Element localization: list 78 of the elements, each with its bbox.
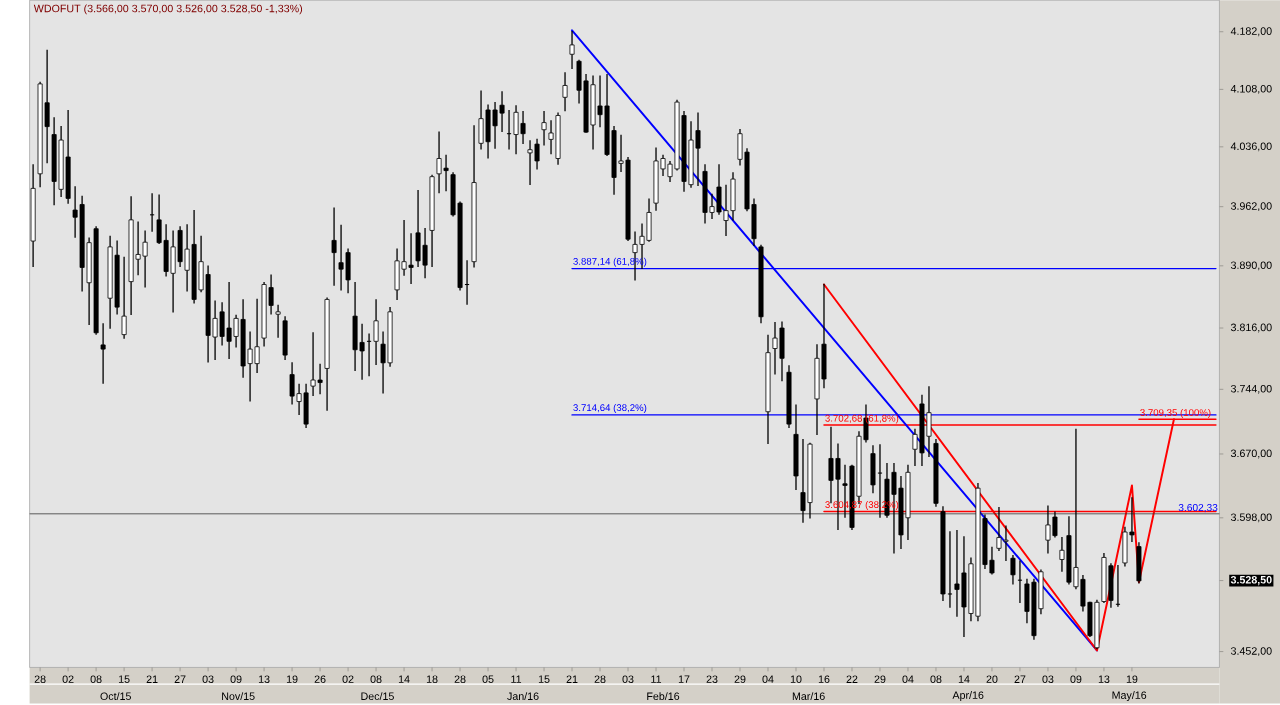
text: May/16 bbox=[1112, 690, 1147, 701]
x-tick-label: 27 bbox=[1014, 675, 1026, 683]
x-tick-label: 09 bbox=[1070, 675, 1082, 683]
x-tick-label: 03 bbox=[1042, 675, 1054, 683]
x-tick-label: 21 bbox=[146, 675, 158, 683]
chart-title: WDOFUT (3.566,00 3.570,00 3.526,00 3.528,50 -1,33%) bbox=[33, 4, 303, 15]
candlestick bbox=[541, 110, 547, 146]
y-tick-label: 3.670,00 bbox=[1230, 449, 1272, 459]
x-tick-label: 29 bbox=[874, 675, 886, 683]
x-tick-label: 02 bbox=[62, 675, 74, 683]
text: Dec/15 bbox=[361, 691, 394, 700]
candlestick bbox=[464, 259, 470, 305]
x-tick-label: 15 bbox=[118, 675, 130, 683]
y-tick-label: 3.962,00 bbox=[1230, 202, 1272, 211]
candlestick bbox=[121, 256, 127, 339]
x-tick-label: 13 bbox=[258, 675, 270, 683]
x-tick-label: 21 bbox=[566, 675, 578, 683]
x-tick-label: 18 bbox=[426, 675, 438, 683]
x-tick-label: 22 bbox=[846, 675, 858, 683]
y-tick-label: 4.182,00 bbox=[1230, 27, 1272, 36]
candlestick bbox=[149, 193, 155, 232]
x-tick-label: 04 bbox=[902, 675, 914, 683]
x-tick-label: 16 bbox=[818, 675, 830, 683]
series-label: 3.714,64 (38,2%) bbox=[573, 403, 647, 413]
x-tick-label: 09 bbox=[230, 675, 242, 683]
ref-line-label: 3.602,33 bbox=[1178, 503, 1218, 513]
text: Feb/16 bbox=[647, 691, 680, 700]
y-tick-label: 4.108,00 bbox=[1230, 84, 1272, 94]
x-tick-label: 19 bbox=[1126, 675, 1138, 683]
x-tick-label: 27 bbox=[174, 675, 186, 683]
x-tick-label: 11 bbox=[651, 675, 662, 683]
x-tick-label: 02 bbox=[342, 675, 354, 683]
x-tick-label: 29 bbox=[734, 675, 746, 683]
y-tick-label: 3.744,00 bbox=[1230, 384, 1272, 394]
x-tick-label: 28 bbox=[594, 675, 606, 683]
y-tick-label: 3.890,00 bbox=[1230, 261, 1272, 271]
x-tick-label: 03 bbox=[622, 675, 634, 683]
x-tick-label: 04 bbox=[762, 675, 774, 683]
x-tick-label: 26 bbox=[314, 675, 326, 683]
y-tick-label: 3.452,00 bbox=[1230, 646, 1272, 656]
x-tick-label: 17 bbox=[678, 675, 690, 683]
x-tick-label: 08 bbox=[930, 675, 942, 683]
y-tick-label: 3.598,00 bbox=[1230, 513, 1272, 523]
candlestick bbox=[569, 30, 575, 69]
x-tick-label: 23 bbox=[706, 675, 718, 683]
x-tick-label: 05 bbox=[482, 675, 494, 683]
x-tick-label: 14 bbox=[958, 675, 970, 683]
x-tick-label: 08 bbox=[370, 675, 382, 683]
text: Apr/16 bbox=[952, 690, 984, 701]
x-tick-label: 10 bbox=[790, 675, 802, 683]
y-tick-label: 4.036,00 bbox=[1230, 142, 1272, 152]
candlestick bbox=[100, 322, 106, 384]
text: Oct/15 bbox=[100, 691, 131, 700]
x-tick-label: 28 bbox=[454, 675, 466, 683]
y-tick-label: 3.816,00 bbox=[1230, 323, 1272, 333]
candlestick bbox=[1010, 554, 1016, 585]
x-tick-label: 15 bbox=[538, 675, 550, 683]
candlestick bbox=[562, 72, 568, 112]
candlestick bbox=[947, 531, 953, 608]
candlestick bbox=[366, 333, 372, 377]
candlestick bbox=[506, 109, 512, 150]
y-tick-label: 3.528,50 bbox=[1230, 575, 1272, 585]
candlestick bbox=[373, 299, 379, 365]
candlestick bbox=[1115, 564, 1121, 607]
candlestick bbox=[275, 304, 281, 338]
x-tick-label: 03 bbox=[202, 675, 214, 683]
x-tick-label: 08 bbox=[90, 675, 102, 683]
text: Mar/16 bbox=[792, 691, 825, 700]
candlestick bbox=[331, 207, 337, 286]
x-tick-label: 28 bbox=[34, 675, 46, 683]
x-tick-label: 14 bbox=[398, 675, 410, 683]
x-tick-label: 13 bbox=[1098, 675, 1110, 683]
text: Jan/16 bbox=[507, 691, 539, 700]
x-tick-label: 20 bbox=[986, 675, 998, 683]
x-tick-label: 11 bbox=[511, 675, 522, 683]
x-tick-label: 19 bbox=[286, 675, 298, 683]
text: Nov/15 bbox=[222, 691, 255, 700]
candlestick bbox=[1017, 560, 1023, 603]
